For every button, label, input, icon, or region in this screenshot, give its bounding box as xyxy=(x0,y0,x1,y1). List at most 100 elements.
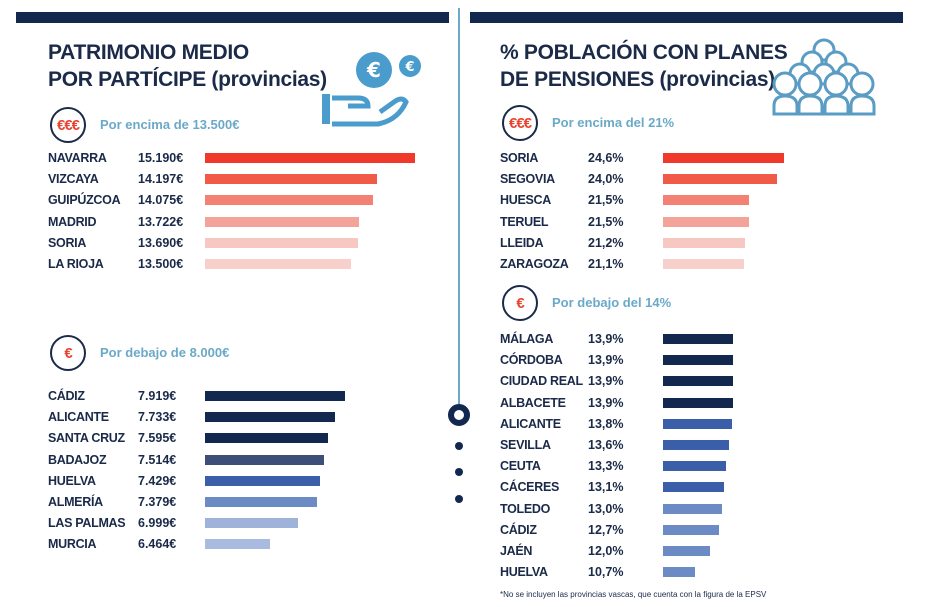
group-label: Por encima del 21% xyxy=(552,115,675,130)
value-label: 13,9% xyxy=(588,395,624,410)
category-label: CÓRDOBA xyxy=(500,353,563,368)
timeline-dot xyxy=(455,442,463,450)
bar-row: VIZCAYA 14.197€ xyxy=(48,169,448,190)
euro-badge-icon: € xyxy=(50,335,86,371)
bar xyxy=(205,475,320,486)
category-label: CÁCERES xyxy=(500,480,560,495)
value-label: 15.190€ xyxy=(138,151,184,165)
group-label: Por debajo de 8.000€ xyxy=(100,345,230,360)
category-label: HUESCA xyxy=(500,193,551,208)
hand-coins-euro-icon: € € xyxy=(322,52,421,127)
bar-row: ALBACETE 13,9% xyxy=(500,393,900,414)
value-label: 7.379€ xyxy=(138,495,177,509)
bar-row: MURCIA 6.464€ xyxy=(48,534,448,555)
bar-row: TOLEDO 13,0% xyxy=(500,499,900,520)
category-label: LLEIDA xyxy=(500,235,544,250)
bar xyxy=(663,153,784,163)
bar xyxy=(205,391,345,401)
value-label: 21,1% xyxy=(588,257,624,271)
category-label: LA RIOJA xyxy=(48,257,104,271)
left-title-line2: POR PARTÍCIPE (provincias) xyxy=(48,68,327,91)
timeline-line xyxy=(458,8,460,404)
value-label: 13,6% xyxy=(588,438,624,452)
svg-text:€: € xyxy=(366,58,381,82)
value-label: 14.075€ xyxy=(138,193,184,208)
bar-row: HUELVA 7.429€ xyxy=(48,471,448,492)
left-header-bar xyxy=(16,12,449,23)
value-label: 24,6% xyxy=(588,151,624,165)
bar xyxy=(205,539,270,550)
value-label: 13.722€ xyxy=(138,214,184,229)
bar xyxy=(205,216,360,227)
value-label: 13,9% xyxy=(588,332,624,346)
right-title-line2: DE PENSIONES (provincias) xyxy=(500,68,775,91)
value-label: 13.500€ xyxy=(138,257,184,271)
euro-badge-icon: € xyxy=(502,285,538,321)
bar-row: SANTA CRUZ 7.595€ xyxy=(48,428,448,449)
right-title: % POBLACIÓN CON PLANES DE PENSIONES (pro… xyxy=(500,39,788,93)
category-label: CEUTA xyxy=(500,459,541,474)
bar-row: LAS PALMAS 6.999€ xyxy=(48,513,448,534)
bar-row: ALICANTE 13,8% xyxy=(500,414,900,435)
bar xyxy=(663,567,696,578)
right-header-bar xyxy=(470,12,903,23)
category-label: ZARAGOZA xyxy=(500,257,569,271)
value-label: 21,2% xyxy=(588,235,624,250)
category-label: MADRID xyxy=(48,214,97,229)
left-title: PATRIMONIO MEDIO POR PARTÍCIPE (provinci… xyxy=(48,39,327,93)
value-label: 6.464€ xyxy=(138,537,177,552)
value-label: 13,0% xyxy=(588,501,624,516)
bar-row: LLEIDA 21,2% xyxy=(500,233,900,254)
category-label: MÁLAGA xyxy=(500,332,554,346)
euro-badge-icon: €€€ xyxy=(502,105,538,141)
bar xyxy=(205,237,359,248)
bar xyxy=(663,259,745,269)
bar xyxy=(663,195,749,206)
value-label: 7.595€ xyxy=(138,431,177,446)
bar-row: ALICANTE 7.733€ xyxy=(48,407,448,428)
group-label: Por debajo del 14% xyxy=(552,295,672,310)
bar xyxy=(205,153,415,163)
bar-row: MADRID 13.722€ xyxy=(48,212,448,233)
bar-row: TERUEL 21,5% xyxy=(500,212,900,233)
bar xyxy=(663,237,746,248)
bar-row: ALMERÍA 7.379€ xyxy=(48,492,448,513)
value-label: 7.919€ xyxy=(138,389,177,403)
category-label: BADAJOZ xyxy=(48,452,107,467)
value-label: 13,8% xyxy=(588,416,624,431)
bar-row: CEUTA 13,3% xyxy=(500,456,900,477)
category-label: CÁDIZ xyxy=(500,522,537,537)
value-label: 13,1% xyxy=(588,480,624,495)
category-label: ALMERÍA xyxy=(48,495,103,509)
category-label: CIUDAD REAL xyxy=(500,374,583,389)
value-label: 12,7% xyxy=(588,522,624,537)
group-label: Por encima de 13.500€ xyxy=(100,117,240,132)
category-label: LAS PALMAS xyxy=(48,516,126,531)
svg-text:€: € xyxy=(404,60,414,75)
bar-row: LA RIOJA 13.500€ xyxy=(48,254,448,275)
timeline-ring xyxy=(448,404,470,426)
value-label: 13.690€ xyxy=(138,235,184,250)
bar-row: CIUDAD REAL 13,9% xyxy=(500,371,900,392)
bar-row: CÁDIZ 12,7% xyxy=(500,520,900,541)
category-label: MURCIA xyxy=(48,537,97,552)
bar xyxy=(663,334,733,344)
left-title-line1: PATRIMONIO MEDIO xyxy=(48,41,249,64)
people-group-icon xyxy=(772,38,876,116)
bar xyxy=(663,418,732,429)
bar xyxy=(205,454,325,465)
bar xyxy=(663,546,711,556)
category-label: ALICANTE xyxy=(500,416,561,431)
bar-row: SEVILLA 13,6% xyxy=(500,435,900,456)
category-label: TOLEDO xyxy=(500,501,551,516)
value-label: 12,0% xyxy=(588,544,624,558)
footnote: *No se incluyen las provincias vascas, q… xyxy=(500,590,767,599)
bar-row: MÁLAGA 13,9% xyxy=(500,329,900,350)
bar xyxy=(663,376,733,387)
bar-row: HUESCA 21,5% xyxy=(500,190,900,211)
bar-row: CÁDIZ 7.919€ xyxy=(48,386,448,407)
bar xyxy=(205,412,336,423)
bar xyxy=(663,174,778,185)
category-label: GUIPÚZCOA xyxy=(48,193,121,208)
